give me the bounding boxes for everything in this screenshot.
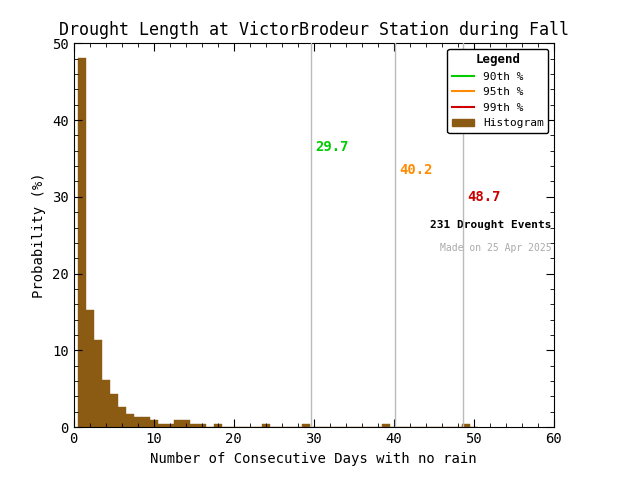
X-axis label: Number of Consecutive Days with no rain: Number of Consecutive Days with no rain xyxy=(150,452,477,466)
Y-axis label: Probability (%): Probability (%) xyxy=(33,172,47,298)
Bar xyxy=(157,424,166,427)
Bar xyxy=(182,420,189,427)
Bar xyxy=(118,407,125,427)
Bar xyxy=(102,380,109,427)
Bar xyxy=(141,417,150,427)
Text: Made on 25 Apr 2025: Made on 25 Apr 2025 xyxy=(440,243,551,253)
Text: 29.7: 29.7 xyxy=(315,140,349,154)
Bar xyxy=(173,420,182,427)
Bar xyxy=(198,424,205,427)
Bar xyxy=(93,340,102,427)
Bar xyxy=(301,424,310,427)
Text: 231 Drought Events: 231 Drought Events xyxy=(429,220,551,230)
Bar xyxy=(125,414,134,427)
Bar xyxy=(166,424,173,427)
Bar xyxy=(150,420,157,427)
Bar xyxy=(381,424,390,427)
Bar xyxy=(214,424,221,427)
Bar xyxy=(189,424,198,427)
Legend: 90th %, 95th %, 99th %, Histogram: 90th %, 95th %, 99th %, Histogram xyxy=(447,49,548,133)
Bar xyxy=(262,424,269,427)
Bar xyxy=(461,424,470,427)
Text: 40.2: 40.2 xyxy=(399,163,433,177)
Bar xyxy=(109,394,118,427)
Text: 48.7: 48.7 xyxy=(467,190,500,204)
Bar xyxy=(77,58,86,427)
Bar xyxy=(134,417,141,427)
Bar xyxy=(86,311,93,427)
Title: Drought Length at VictorBrodeur Station during Fall: Drought Length at VictorBrodeur Station … xyxy=(59,21,568,39)
